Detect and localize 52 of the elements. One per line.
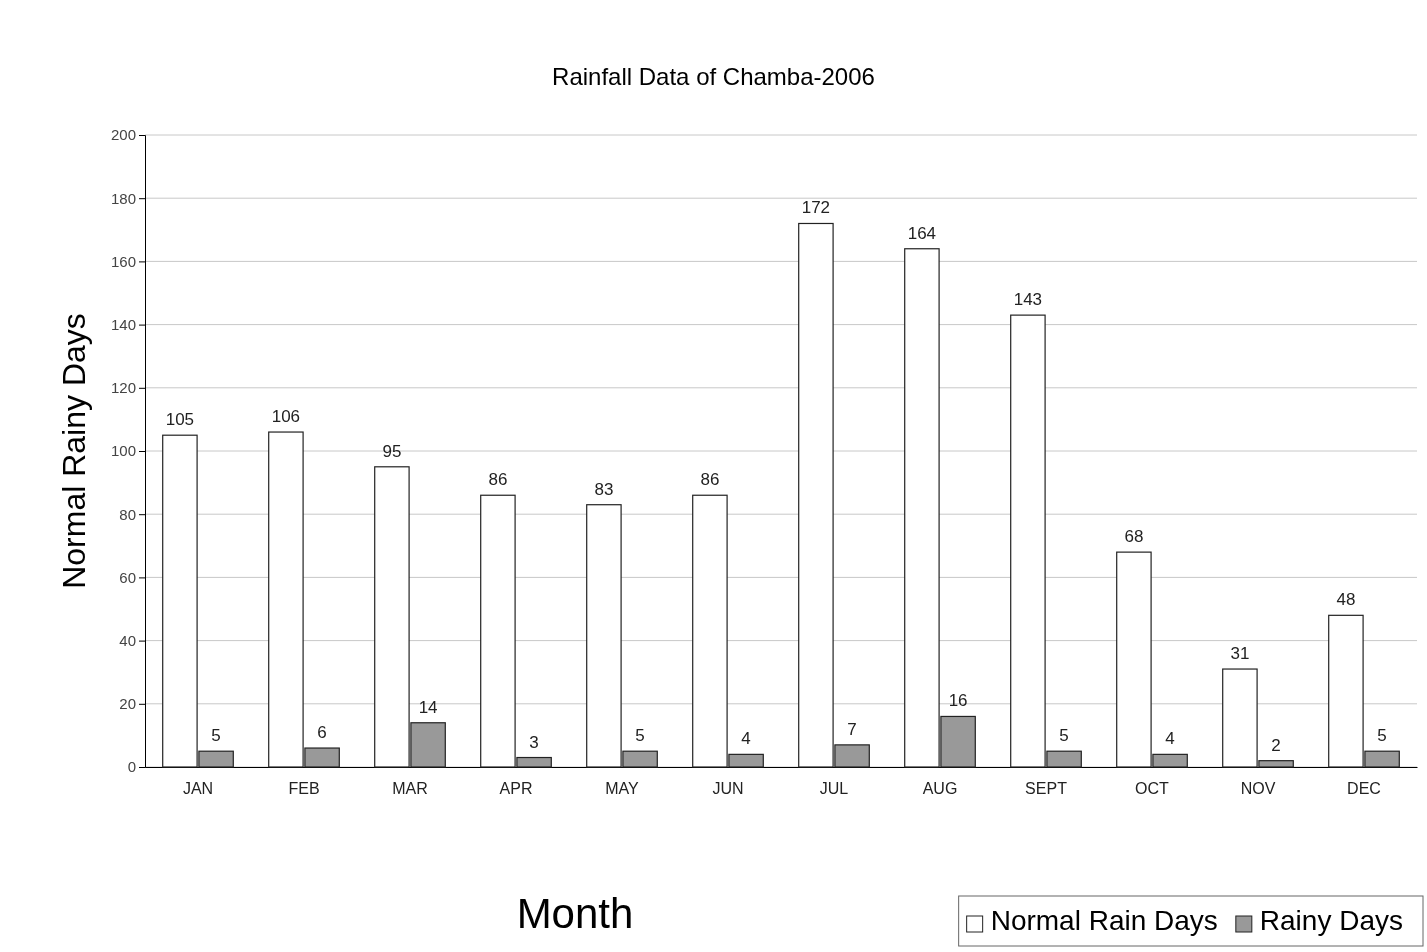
data-label: 2 xyxy=(1271,735,1281,755)
data-label: 4 xyxy=(741,729,751,749)
data-label: 16 xyxy=(948,691,968,711)
data-label: 7 xyxy=(847,719,857,739)
y-tick-label: 200 xyxy=(110,126,136,144)
x-tick-label: AUG xyxy=(922,780,958,798)
data-label: 143 xyxy=(1013,290,1043,310)
data-label: 6 xyxy=(317,723,327,743)
data-label: 48 xyxy=(1336,590,1356,610)
data-label: 95 xyxy=(382,441,402,461)
data-label: 14 xyxy=(418,697,438,717)
data-label: 86 xyxy=(488,470,508,490)
x-tick-label: OCT xyxy=(1135,780,1170,798)
legend-label: Rainy Days xyxy=(1259,905,1403,936)
x-tick-label: JUN xyxy=(712,780,744,798)
data-label: 106 xyxy=(271,407,301,427)
y-tick-label: 140 xyxy=(110,315,136,333)
legend-label: Normal Rain Days xyxy=(990,905,1218,936)
data-label: 5 xyxy=(211,726,221,746)
data-label: 4 xyxy=(1165,729,1175,749)
x-axis-title: Month xyxy=(516,890,634,937)
y-tick-label: 20 xyxy=(119,695,136,713)
x-tick-label: DEC xyxy=(1347,780,1381,798)
y-tick-label: 100 xyxy=(110,442,136,460)
y-tick-label: 60 xyxy=(119,568,136,586)
x-tick-label: JAN xyxy=(182,780,214,798)
data-label: 83 xyxy=(594,479,614,499)
data-label: 68 xyxy=(1124,527,1144,547)
y-tick-label: 120 xyxy=(110,379,136,397)
data-label: 86 xyxy=(700,470,720,490)
data-label: 164 xyxy=(907,223,937,243)
x-tick-label: SEPT xyxy=(1025,780,1068,798)
data-label: 172 xyxy=(801,198,831,218)
y-tick-label: 80 xyxy=(119,505,136,523)
y-tick-label: 40 xyxy=(119,631,136,649)
data-label: 5 xyxy=(1059,726,1069,746)
x-tick-label: NOV xyxy=(1240,780,1276,798)
x-tick-label: MAY xyxy=(605,780,640,798)
chart-title: Rainfall Data of Chamba-2006 xyxy=(552,63,875,90)
x-tick-label: APR xyxy=(499,780,533,798)
data-label: 105 xyxy=(165,410,195,430)
data-label: 5 xyxy=(1377,726,1387,746)
x-tick-label: MAR xyxy=(392,780,428,798)
y-tick-label: 180 xyxy=(110,189,136,207)
data-label: 31 xyxy=(1230,644,1250,664)
x-tick-label: JUL xyxy=(819,780,849,798)
y-tick-label: 0 xyxy=(127,758,136,776)
data-label: 3 xyxy=(529,732,539,752)
data-label: 5 xyxy=(635,726,645,746)
x-tick-label: FEB xyxy=(288,780,320,798)
y-axis-title: Normal Rainy Days xyxy=(56,313,92,589)
y-tick-label: 160 xyxy=(110,252,136,270)
